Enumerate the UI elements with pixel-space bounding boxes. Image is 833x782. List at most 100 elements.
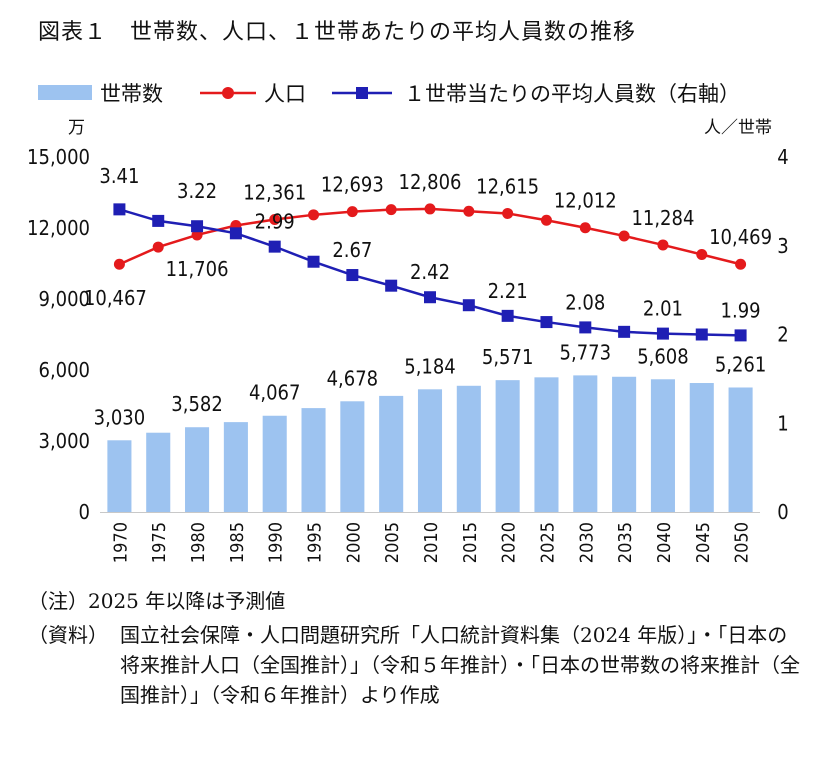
bar-households	[612, 376, 637, 512]
bar-households	[340, 401, 365, 512]
right-axis-unit: 人／世帯	[704, 118, 772, 138]
x-axis-tick-label: 2015	[460, 522, 481, 563]
x-axis-tick-label: 2005	[382, 522, 403, 563]
bar-households	[573, 375, 598, 512]
x-axis-tick-label: 1990	[266, 522, 287, 563]
point-population	[657, 239, 669, 251]
point-population	[735, 258, 747, 270]
legend-marker-population	[222, 87, 234, 99]
note-forecast: （注）2025 年以降は予測値	[28, 589, 286, 613]
right-axis-tick-label: 0	[777, 500, 788, 524]
data-label-population: 12,693	[321, 173, 384, 197]
point-avg-size	[540, 316, 553, 329]
point-population	[696, 249, 708, 261]
left-axis-tick-label: 6,000	[39, 358, 91, 382]
bar-households	[650, 379, 675, 512]
left-axis-unit: 万	[68, 118, 85, 138]
point-population	[113, 258, 125, 270]
data-label-households: 4,067	[249, 381, 301, 405]
left-axis-tick-label: 0	[79, 500, 90, 524]
x-axis-tick-label: 2010	[421, 522, 442, 563]
data-label-population: 12,806	[399, 170, 462, 194]
left-axis-tick-label: 3,000	[39, 429, 91, 453]
data-label-households: 4,678	[327, 366, 379, 390]
chart-title: 図表１ 世帯数、人口、１世帯あたりの平均人員数の推移	[38, 20, 637, 45]
legend-label-population: 人口	[264, 82, 306, 106]
data-label-population: 12,012	[554, 189, 617, 213]
left-axis-tick-label: 12,000	[27, 216, 90, 240]
data-label-households: 5,261	[715, 352, 767, 376]
data-label-population: 11,284	[631, 206, 694, 230]
data-label-population: 11,706	[166, 257, 229, 281]
x-axis-tick-label: 2035	[615, 522, 636, 563]
point-avg-size	[229, 227, 242, 240]
data-label-avg-size: 2.21	[488, 279, 528, 303]
point-population	[308, 209, 320, 221]
point-avg-size	[656, 327, 669, 340]
point-population	[385, 204, 397, 216]
data-label-households: 5,608	[637, 344, 689, 368]
point-avg-size	[424, 291, 436, 304]
data-label-avg-size: 2.99	[255, 210, 295, 234]
right-axis-tick-label: 3	[777, 234, 788, 258]
x-axis-tick-label: 2050	[732, 522, 753, 563]
x-axis-tick-label: 1980	[188, 522, 209, 563]
legend-label-households: 世帯数	[100, 82, 163, 106]
data-label-avg-size: 2.01	[643, 297, 683, 321]
bar-households	[262, 415, 287, 512]
point-population	[540, 214, 552, 226]
data-label-avg-size: 3.22	[177, 179, 217, 203]
bar-households	[728, 387, 753, 512]
point-avg-size	[695, 328, 708, 341]
bar-households	[146, 432, 171, 512]
data-label-households: 5,571	[482, 345, 534, 369]
bar-households	[689, 383, 714, 512]
point-population	[269, 213, 281, 225]
x-axis-tick-label: 2020	[499, 522, 520, 563]
point-avg-size	[462, 299, 475, 312]
bar-households	[534, 377, 559, 512]
data-label-population: 12,615	[476, 174, 539, 198]
right-axis-tick-label: 2	[777, 323, 788, 347]
point-population	[463, 205, 475, 217]
bar-households	[417, 389, 443, 512]
data-label-population: 10,469	[709, 225, 772, 249]
left-axis-tick-label: 15,000	[27, 145, 90, 169]
point-population	[424, 203, 436, 215]
point-avg-size	[618, 325, 631, 338]
right-axis-tick-label: 4	[777, 145, 788, 169]
legend-swatch-households	[38, 85, 92, 100]
x-axis-tick-label: 2000	[343, 522, 364, 563]
point-avg-size	[501, 309, 514, 322]
point-population	[152, 241, 164, 253]
point-avg-size	[385, 279, 398, 292]
right-axis-tick-label: 1	[777, 411, 788, 435]
x-axis-tick-label: 2025	[537, 522, 558, 563]
point-avg-size	[307, 255, 320, 268]
source-label: （資料）	[28, 623, 108, 647]
data-label-households: 5,184	[404, 354, 456, 378]
bar-households	[456, 385, 481, 512]
source-text: 国立社会保障・人口問題研究所「人口統計資料集（2024 年版）」・「日本の将来推…	[120, 623, 800, 707]
x-axis-tick-label: 1970	[110, 522, 131, 563]
x-axis-tick-label: 1975	[149, 522, 170, 563]
point-avg-size	[152, 214, 165, 227]
bar-households	[185, 427, 210, 512]
point-population	[346, 206, 358, 218]
bar-households	[223, 422, 248, 512]
data-label-households: 3,030	[94, 405, 146, 429]
point-population	[579, 222, 591, 234]
data-label-households: 3,582	[171, 392, 223, 416]
legend-label-avg-size: １世帯当たりの平均人員数（右軸）	[404, 82, 740, 106]
point-avg-size	[191, 220, 204, 233]
bar-households	[107, 440, 132, 512]
x-axis-tick-label: 1995	[305, 522, 326, 563]
data-label-households: 5,773	[560, 340, 612, 364]
point-avg-size	[113, 203, 126, 216]
x-axis-tick-label: 2045	[693, 522, 714, 563]
data-label-population: 12,361	[243, 180, 306, 204]
chart: 世帯数 人口 １世帯当たりの平均人員数（右軸） 万 人／世帯 0 3,000 6,000 9,0…	[27, 82, 789, 563]
point-avg-size	[268, 240, 281, 253]
bar-households	[495, 380, 520, 512]
legend-marker-avg-size	[356, 87, 368, 99]
